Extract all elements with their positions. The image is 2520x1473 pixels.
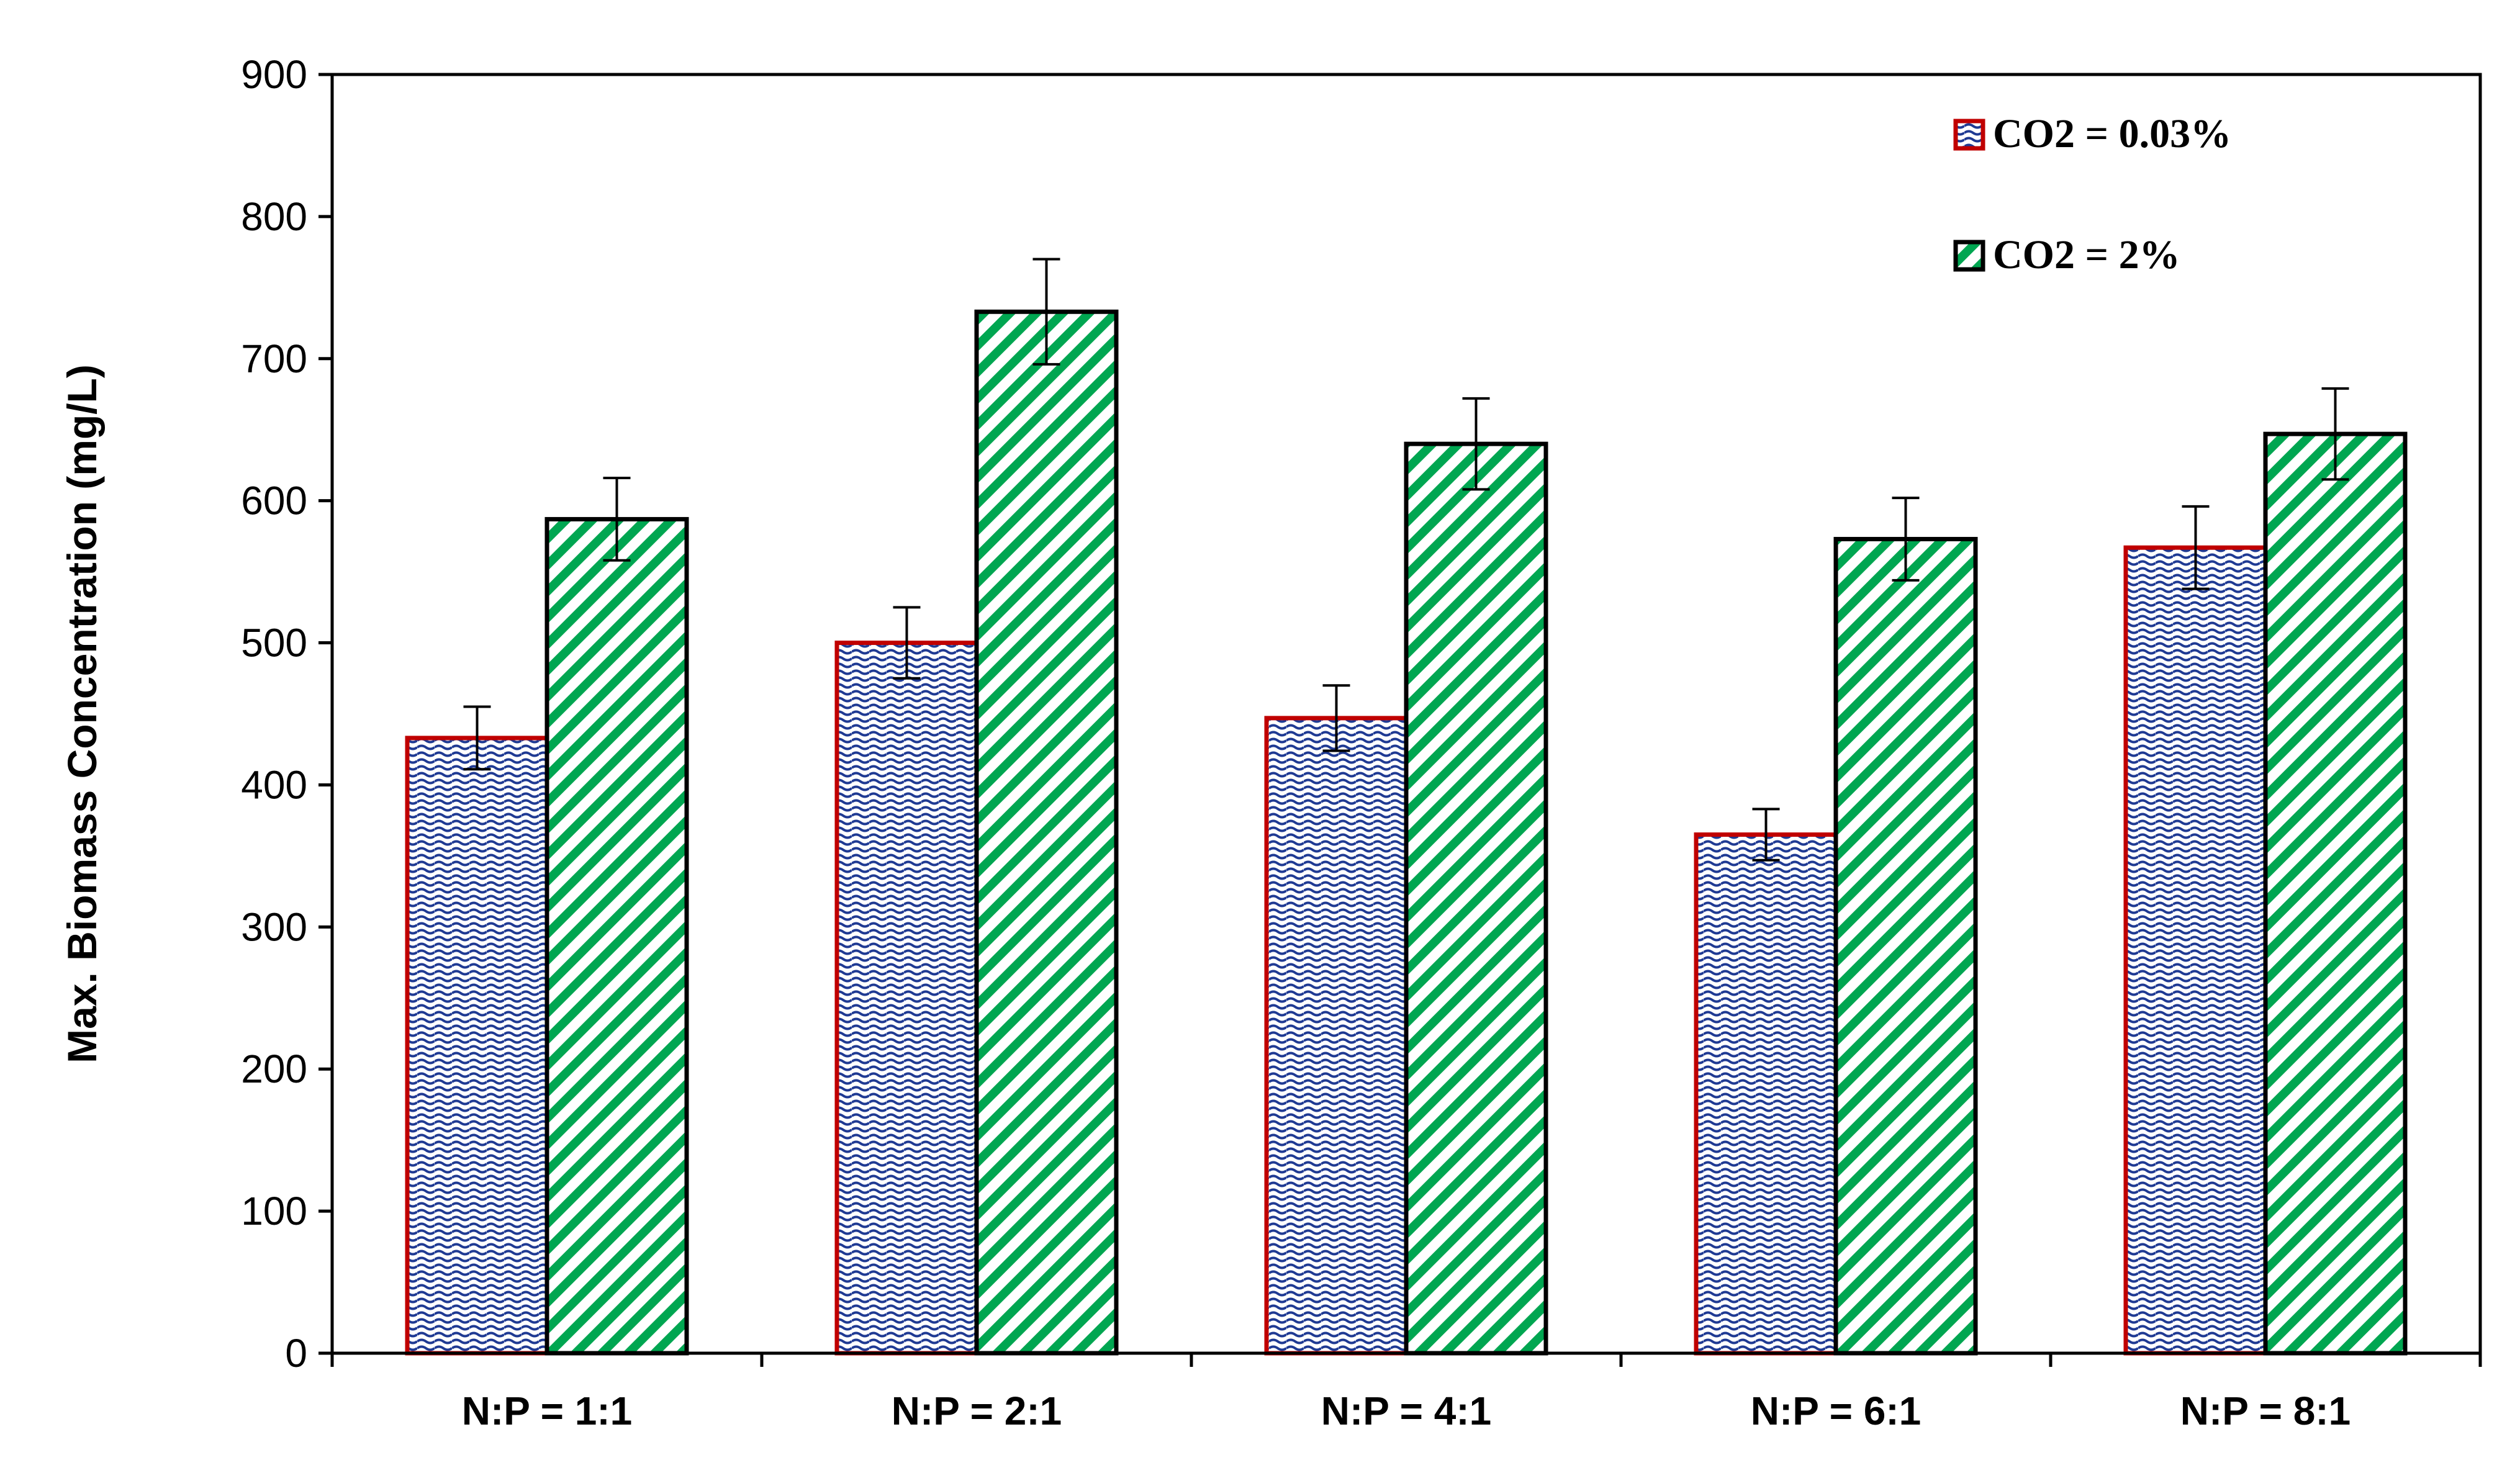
legend-swatch-series-1 [1953, 119, 1985, 151]
error-bars [463, 258, 2349, 862]
bar-series-2 [2263, 431, 2408, 1356]
legend-swatch-series-2 [1953, 240, 1985, 272]
x-axis: N:P = 1:1 N:P = 2:1 N:P = 4:1 N:P = 6:1 N:P … [330, 1353, 2482, 1433]
bar-series-1 [405, 736, 549, 1356]
y-tick-label: 600 [241, 479, 307, 523]
bar-series-2 [1833, 536, 1978, 1356]
y-tick-label: 400 [241, 762, 307, 807]
bar-series-1 [834, 641, 979, 1356]
x-category-label: N:P = 4:1 [1321, 1389, 1492, 1433]
x-category-label: N:P = 1:1 [462, 1389, 633, 1433]
legend: CO2 = 0.03% CO2 = 2% [1953, 111, 2231, 277]
bar-series-1 [2123, 545, 2268, 1356]
y-tick-label: 800 [241, 194, 307, 239]
y-tick-label: 200 [241, 1047, 307, 1091]
y-axis: 0 100 200 300 400 500 600 700 800 900 [241, 52, 332, 1376]
x-category-label: N:P = 6:1 [1751, 1389, 1922, 1433]
bar-series-2 [544, 516, 689, 1356]
legend-label-series-2: CO2 = 2% [1993, 232, 2180, 277]
bars [405, 309, 2408, 1356]
bar-series-1 [1694, 832, 1838, 1356]
bar-series-2 [1404, 441, 1548, 1356]
y-tick-label: 900 [241, 52, 307, 97]
y-axis-title: Max. Biomass Concentration (mg/L) [59, 364, 105, 1063]
bar-series-1 [1264, 716, 1409, 1356]
y-tick-label: 500 [241, 621, 307, 665]
bar-series-2 [974, 309, 1119, 1356]
legend-label-series-1: CO2 = 0.03% [1993, 111, 2231, 156]
y-tick-label: 0 [285, 1331, 307, 1376]
plot-frame [330, 73, 2482, 1355]
y-tick-label: 300 [241, 904, 307, 949]
x-category-label: N:P = 8:1 [2180, 1389, 2351, 1433]
y-tick-label: 100 [241, 1189, 307, 1233]
x-category-label: N:P = 2:1 [892, 1389, 1062, 1433]
y-tick-label: 700 [241, 336, 307, 381]
